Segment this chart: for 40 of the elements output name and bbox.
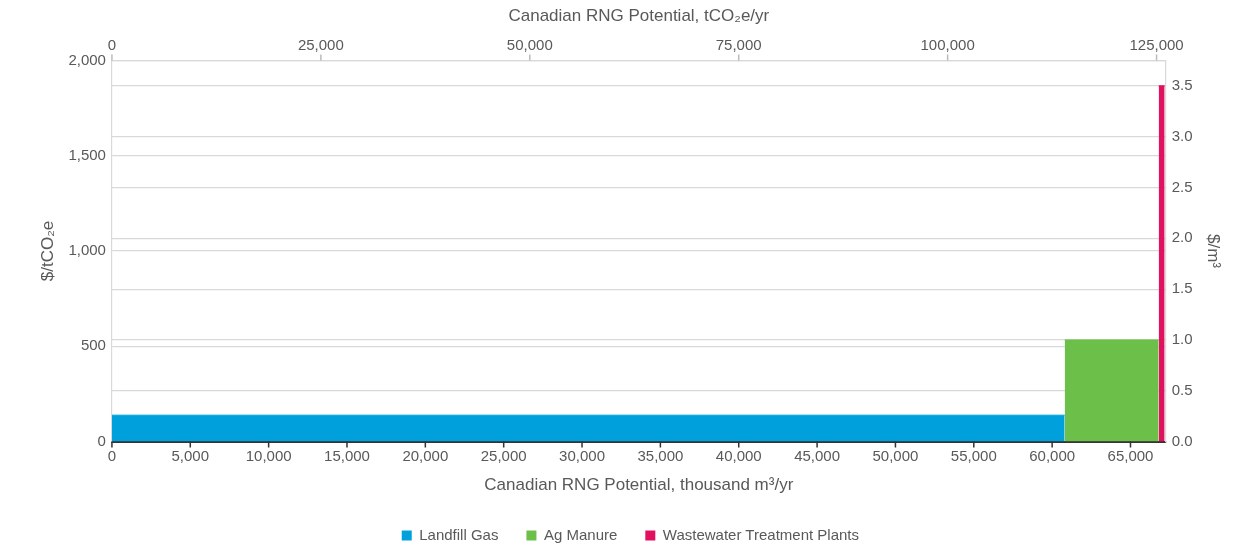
y-tick-label: 0 [97, 431, 106, 449]
x2-tick-label: 125,000 [1129, 35, 1184, 53]
x-axis-title: Canadian RNG Potential, thousand m³/yr [484, 475, 794, 495]
x-tick-label: 15,000 [324, 446, 370, 464]
y-tick-label: 2,000 [68, 50, 106, 68]
x-tick-label: 60,000 [1029, 446, 1076, 464]
x-tick-label: 35,000 [637, 446, 684, 464]
legend-label: Landfill Gas [419, 525, 499, 543]
y2-axis-title: $/m³ [1204, 234, 1224, 269]
y2-tick-label: 1.0 [1171, 330, 1193, 348]
y2-tick-label: 0.0 [1171, 431, 1193, 449]
x-tick-label: 20,000 [402, 446, 449, 464]
y2-tick-label: 2.0 [1171, 228, 1193, 246]
x2-tick-label: 50,000 [506, 35, 553, 53]
y2-tick-label: 2.5 [1171, 177, 1193, 195]
y2-tick-label: 1.5 [1171, 279, 1193, 297]
y2-tick-label: 0.5 [1171, 380, 1193, 398]
x-tick-label: 10,000 [245, 446, 292, 464]
x-tick-label: 55,000 [950, 446, 997, 464]
x-tick-label: 25,000 [480, 446, 527, 464]
x-tick-label: 40,000 [715, 446, 762, 464]
y-tick-label: 1,000 [68, 241, 106, 259]
y2-tick-label: 3.0 [1171, 126, 1193, 144]
x2-tick-label: 0 [107, 35, 117, 53]
x-tick-label: 50,000 [872, 446, 919, 464]
y-axis-title: $/tCO₂e [37, 220, 57, 282]
legend-label: Ag Manure [543, 525, 618, 543]
y-tick-label: 1,500 [68, 145, 106, 163]
x2-tick-label: 75,000 [715, 35, 762, 53]
y-tick-label: 500 [80, 336, 106, 354]
x-tick-label: 5,000 [171, 446, 210, 464]
x-tick-label: 30,000 [559, 446, 605, 464]
y2-tick-label: 3.5 [1171, 75, 1193, 93]
x2-tick-label: 25,000 [297, 35, 344, 53]
x2-tick-label: 100,000 [920, 35, 975, 53]
x-tick-label: 45,000 [794, 446, 841, 464]
x-tick-label: 65,000 [1107, 446, 1154, 464]
x-tick-label: 0 [107, 446, 117, 464]
legend-label: Wastewater Treatment Plants [662, 525, 859, 543]
x2-axis-title: Canadian RNG Potential, tCO₂e/yr [508, 5, 770, 25]
